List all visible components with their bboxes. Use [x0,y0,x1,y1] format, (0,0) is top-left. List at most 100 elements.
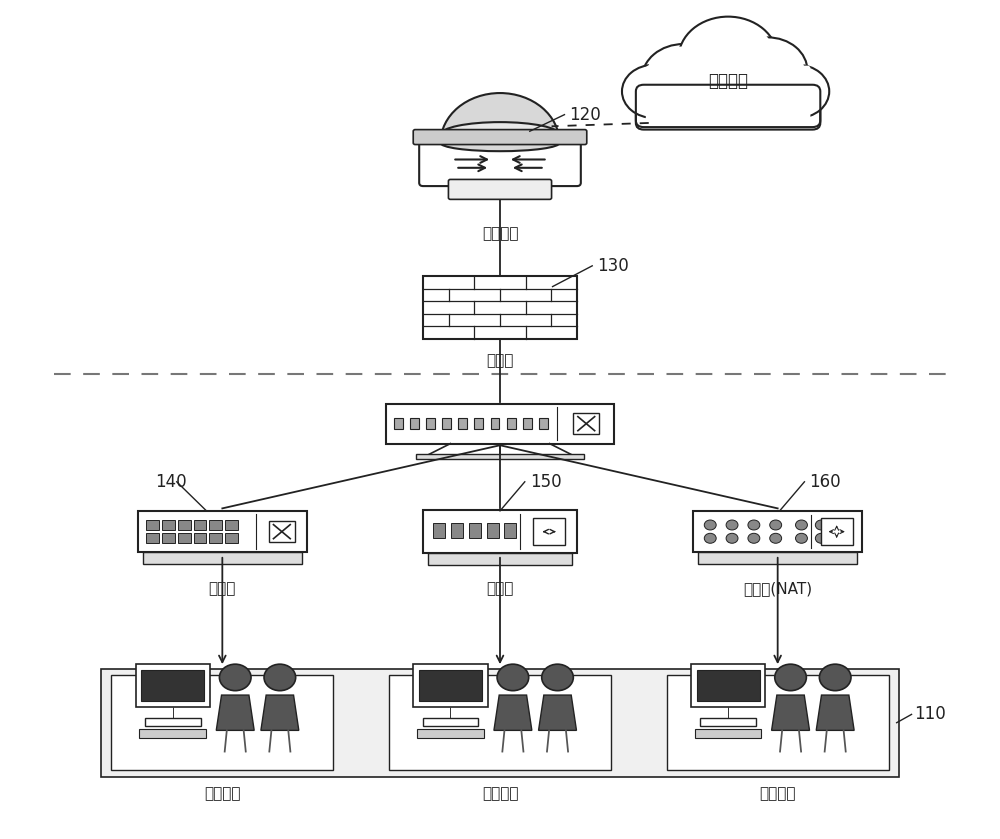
Circle shape [815,520,827,530]
Circle shape [625,67,682,116]
Circle shape [219,664,251,690]
Ellipse shape [440,134,560,151]
Bar [141,670,204,701]
Circle shape [704,520,716,530]
Bar [821,519,853,545]
Circle shape [728,38,807,104]
Bar [410,418,419,430]
Bar [146,520,159,530]
Polygon shape [772,695,810,731]
Bar [700,718,756,726]
Bar [695,729,761,738]
Circle shape [815,534,827,544]
Bar [416,454,584,459]
Bar [423,718,478,726]
Circle shape [622,65,685,118]
Bar [101,669,899,777]
Bar [697,670,760,701]
Text: 160: 160 [809,473,841,491]
Text: 路由器(NAT): 路由器(NAT) [743,581,812,597]
Polygon shape [261,695,299,731]
Text: 130: 130 [597,257,629,275]
Polygon shape [539,695,576,731]
Circle shape [796,520,807,530]
Text: 客户终端: 客户终端 [204,787,241,801]
Bar [225,520,238,530]
Bar [698,552,857,564]
Bar [573,413,599,435]
Bar [145,718,201,726]
Bar [474,418,483,430]
Bar [139,729,206,738]
Bar [539,418,548,430]
Polygon shape [216,695,254,731]
Circle shape [726,534,738,544]
Circle shape [770,520,782,530]
Bar [458,418,467,430]
Text: 140: 140 [155,473,187,491]
Text: 客户终端: 客户终端 [482,787,518,801]
Bar [487,524,499,539]
Bar [413,664,488,707]
Bar [194,520,206,530]
Bar [507,418,516,430]
Bar [417,729,484,738]
FancyBboxPatch shape [448,180,552,200]
FancyBboxPatch shape [636,85,820,127]
Circle shape [766,65,829,118]
Text: 集线器: 集线器 [486,581,514,597]
Bar [523,418,532,430]
Circle shape [770,534,782,544]
Circle shape [497,664,529,690]
Bar [533,519,565,545]
Circle shape [819,664,851,690]
Text: 外部资源: 外部资源 [708,72,748,91]
Bar [428,553,572,565]
Polygon shape [816,695,854,731]
Bar [225,533,238,543]
Text: 150: 150 [530,473,561,491]
Bar [209,520,222,530]
Bar [138,511,307,552]
Bar [423,276,577,338]
Bar [491,418,499,430]
Bar [136,664,210,707]
Circle shape [731,40,804,102]
Bar [451,524,463,539]
Text: 120: 120 [569,106,601,123]
FancyBboxPatch shape [413,129,587,144]
Bar [269,521,295,543]
Bar [504,524,516,539]
Bar [178,533,191,543]
Circle shape [642,44,725,114]
Bar [667,675,889,770]
Text: 110: 110 [915,706,946,723]
Bar [178,520,191,530]
Bar [386,404,614,444]
Bar [143,552,302,564]
Bar [433,524,445,539]
Text: 安全网关: 安全网关 [482,226,518,241]
Bar [162,520,175,530]
Circle shape [678,17,778,100]
Circle shape [835,534,847,544]
Bar [426,418,435,430]
Text: 防火墙: 防火墙 [486,353,514,368]
FancyBboxPatch shape [419,136,581,186]
Bar [209,533,222,543]
Bar [442,418,451,430]
FancyBboxPatch shape [646,65,810,121]
Circle shape [835,520,847,530]
Circle shape [748,520,760,530]
Bar [394,418,403,430]
Text: 客户终端: 客户终端 [759,787,796,801]
Polygon shape [494,695,532,731]
Bar [693,511,862,552]
Bar [194,533,206,543]
Circle shape [264,664,296,690]
Bar [146,533,159,543]
Circle shape [542,664,573,690]
Wedge shape [441,93,560,143]
Text: 交换机: 交换机 [209,581,236,597]
Circle shape [645,46,722,112]
